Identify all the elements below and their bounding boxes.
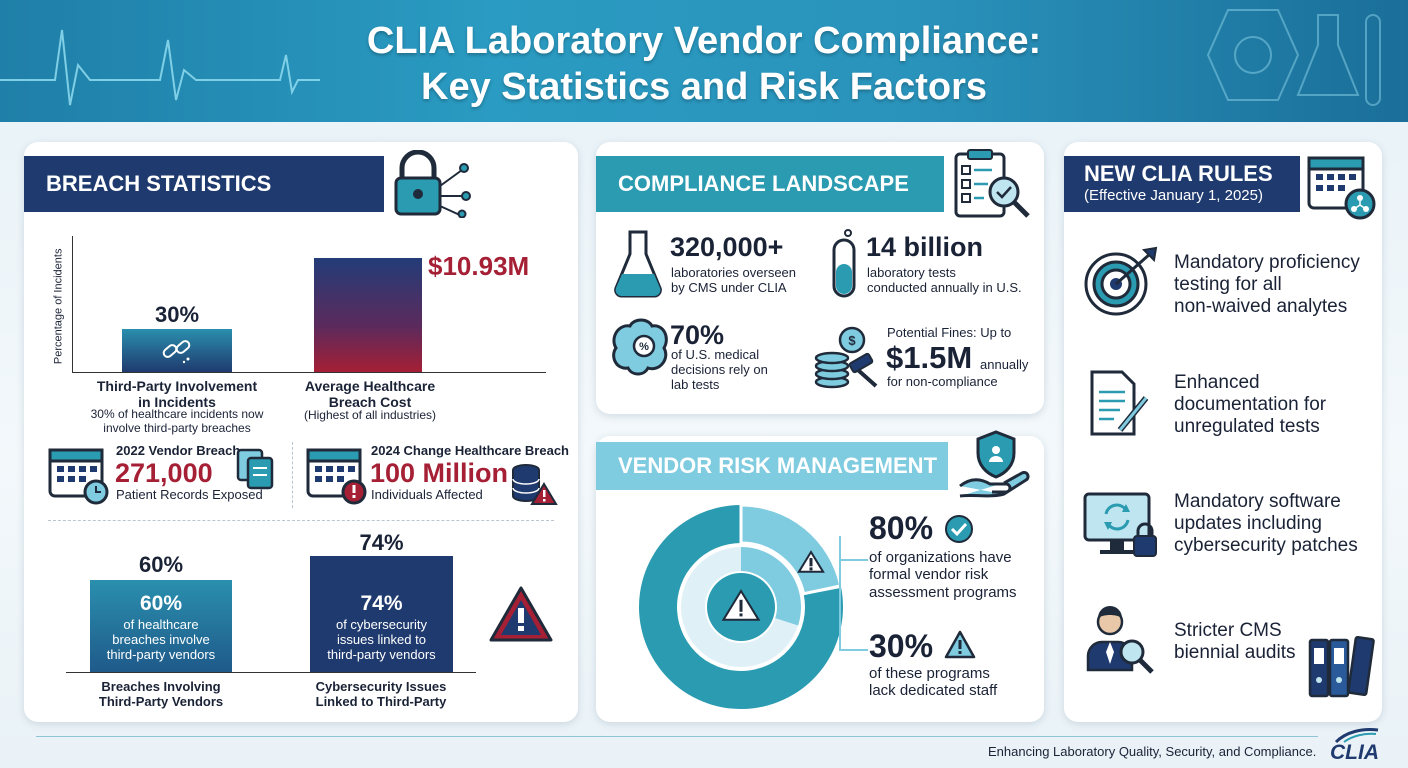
clia-logo-swoosh-icon — [1334, 728, 1379, 744]
donut-segment-30 — [741, 547, 801, 626]
bar1-value: 30% — [154, 302, 200, 327]
document-pen-icon — [1090, 370, 1149, 436]
svg-text:%: % — [639, 341, 649, 353]
compliance-banner: COMPLIANCE LANDSCAPE — [596, 156, 944, 212]
calendar-network-icon — [1307, 156, 1376, 220]
page-title: CLIA Laboratory Vendor Compliance: Key S… — [366, 20, 1042, 108]
breach-statistics-banner: BREACH STATISTICS — [24, 156, 384, 212]
bar-cybersecurity-third-party — [310, 556, 453, 672]
fines-suffix: annually — [980, 357, 1029, 372]
rule4-text: Stricter CMS biennial audits — [1174, 620, 1296, 663]
coins-gavel-icon: $ — [814, 326, 878, 389]
decisions-desc: of U.S. medical decisions rely on lab test… — [671, 347, 768, 392]
flask-icon — [614, 230, 662, 298]
compliance-title: COMPLIANCE LANDSCAPE — [618, 171, 909, 196]
auditor-magnifier-icon — [1086, 606, 1154, 674]
warning-small-icon — [944, 630, 976, 659]
bar1-description: 30% of healthcare incidents now involve t… — [90, 407, 264, 435]
bar-average-breach-cost — [314, 258, 422, 372]
fines-value: $1.5M — [886, 340, 973, 375]
chart1-y-axis — [72, 236, 73, 372]
decisions-value: 70% — [670, 320, 725, 350]
target-arrow-icon — [1084, 246, 1158, 316]
bar4-inner-text: 74% of cybersecurity issues linked to thir… — [327, 592, 436, 663]
test-tube-icon — [832, 229, 856, 298]
new-rules-subtitle: (Effective January 1, 2025) — [1084, 187, 1263, 204]
donut-inner-rest — [681, 547, 799, 667]
monitor-sync-lock-icon — [1083, 492, 1157, 557]
footer-tagline: Enhancing Laboratory Quality, Security, … — [988, 744, 1317, 759]
vendor-risk-donut — [639, 503, 843, 709]
stat1-desc: of organizations have formal vendor risk a… — [869, 549, 1017, 601]
padlock-network-icon — [394, 150, 471, 218]
bar4-label: Cybersecurity Issues Linked to Third-Part… — [315, 679, 447, 709]
checklist-magnifier-icon — [954, 149, 1030, 218]
vendor-breach-value: 271,000 — [115, 458, 213, 488]
breach-statistics-title: BREACH STATISTICS — [46, 171, 272, 196]
change-breach-desc: Individuals Affected — [371, 487, 483, 502]
divider-vertical — [292, 442, 293, 508]
calendar-clock-icon — [48, 448, 109, 505]
header: CLIA Laboratory Vendor Compliance: Key S… — [0, 0, 1408, 122]
check-circle-icon — [945, 515, 973, 543]
shield-hand-icon — [959, 430, 1030, 498]
bar3-label: Breaches Involving Third-Party Vendors — [98, 679, 224, 709]
stat1-value: 80% — [869, 510, 934, 546]
new-rules-title: NEW CLIA RULES — [1084, 161, 1273, 186]
clia-logo: CLIA — [1330, 741, 1379, 764]
bar3-inner-text: 60% of healthcare breaches involve third-p… — [106, 592, 216, 663]
calendar-alert-icon — [306, 448, 367, 505]
stat2-desc: of these programs lack dedicated staff — [869, 665, 998, 700]
fines-prefix: Potential Fines: Up to — [887, 325, 1012, 340]
divider-horizontal — [48, 520, 554, 521]
new-rules-banner: NEW CLIA RULES (Effective January 1, 202… — [1064, 156, 1300, 212]
bar2-label: Average Healthcare Breach Cost — [304, 378, 436, 411]
bar2-description: (Highest of all industries) — [303, 408, 437, 422]
chart1-x-axis — [72, 372, 546, 373]
database-alert-icon — [512, 464, 558, 505]
tests-value: 14 billion — [866, 232, 984, 262]
rule1-text: Mandatory proficiency testing for all non-… — [1174, 252, 1360, 317]
donut-connector-lines — [839, 536, 868, 651]
footer-divider — [36, 736, 1318, 737]
warning-icon — [489, 586, 553, 642]
bar4-top-value: 74% — [359, 530, 404, 555]
labs-desc: laboratories overseen by CMS under CLIA — [671, 265, 797, 295]
broken-link-icon — [162, 340, 191, 364]
fines-desc: for non-compliance — [887, 374, 998, 389]
labs-value: 320,000+ — [670, 232, 784, 262]
change-breach-title: 2024 Change Healthcare Breach — [371, 443, 569, 458]
bar2-value: $10.93M — [428, 251, 530, 281]
chart2-x-axis — [66, 672, 476, 673]
vendor-risk-banner: VENDOR RISK MANAGEMENT — [596, 442, 948, 490]
bar-breaches-third-party — [90, 580, 232, 672]
lab-decor-icon — [1206, 9, 1381, 106]
vendor-risk-title: VENDOR RISK MANAGEMENT — [618, 453, 938, 478]
rule3-text: Mandatory software updates including cyber… — [1174, 491, 1358, 556]
documents-icon — [236, 448, 274, 490]
bar1-label: Third-Party Involvement in Incidents — [96, 378, 258, 411]
svg-text:$: $ — [848, 333, 856, 348]
donut-ring-warning-icon — [797, 550, 825, 573]
bar3-top-value: 60% — [138, 552, 184, 577]
vendor-breach-title: 2022 Vendor Breach — [116, 443, 241, 458]
ecg-line-icon — [0, 29, 320, 106]
stat2-value: 30% — [869, 628, 934, 664]
donut-center-warning-icon — [721, 589, 761, 621]
binders-icon — [1308, 636, 1375, 698]
donut-segment-80 — [639, 505, 843, 709]
chart1-y-axis-label: Percentage of Incidents — [52, 248, 65, 365]
vendor-breach-desc: Patient Records Exposed — [116, 487, 263, 502]
rule2-text: Enhanced documentation for unregulated tes… — [1174, 372, 1327, 437]
tests-desc: laboratory tests conducted annually in U.… — [867, 265, 1022, 295]
brain-gear-icon: % — [612, 318, 668, 376]
change-breach-value: 100 Million — [370, 458, 509, 488]
